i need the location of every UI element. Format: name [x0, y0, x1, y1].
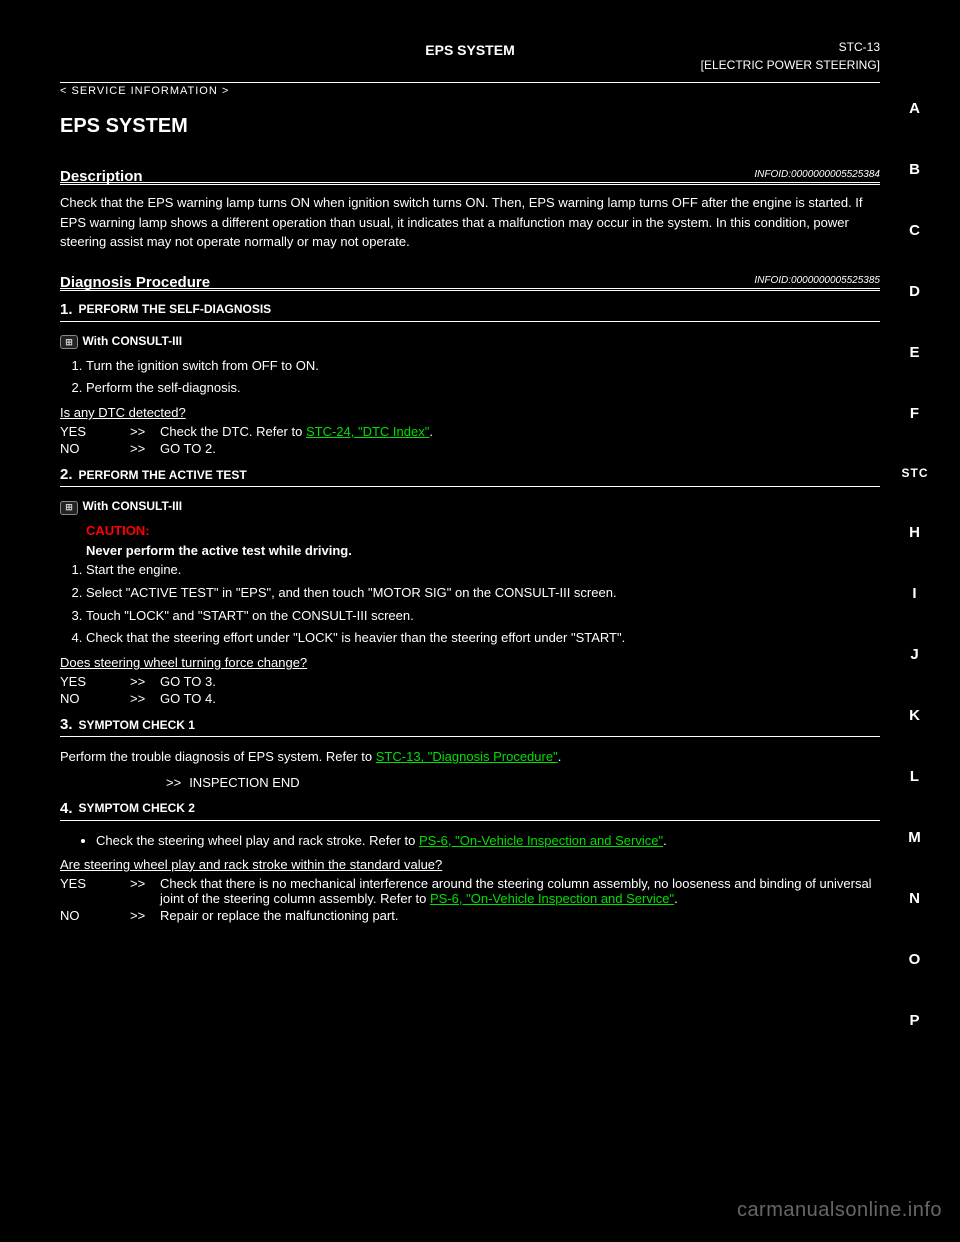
tab-l[interactable]: L: [900, 768, 930, 785]
arrow-icon: >>: [166, 775, 181, 790]
step3-end: >> INSPECTION END: [60, 775, 880, 790]
tab-f[interactable]: F: [900, 405, 930, 422]
page-title: EPS SYSTEM: [60, 115, 880, 138]
tab-c[interactable]: C: [900, 222, 930, 239]
no-label: NO: [60, 691, 130, 706]
tab-j[interactable]: J: [900, 646, 930, 663]
step3-result: INSPECTION END: [189, 775, 300, 790]
no-label: NO: [60, 908, 130, 923]
link-diagnosis-procedure[interactable]: STC-13, "Diagnosis Procedure": [376, 749, 558, 764]
step2-no: GO TO 4.: [160, 691, 216, 706]
step1-no: GO TO 2.: [160, 441, 216, 456]
step3-label: SYMPTOM CHECK 1: [79, 718, 195, 732]
header-rule: [60, 82, 880, 83]
step2-caution: CAUTION: Never perform the active test w…: [60, 521, 880, 560]
tab-d[interactable]: D: [900, 283, 930, 300]
step2-item: Touch "LOCK" and "START" on the CONSULT-…: [86, 606, 880, 627]
tab-b[interactable]: B: [900, 161, 930, 178]
yes-label: YES: [60, 424, 130, 439]
section-description-code: INFOID:0000000005525384: [60, 169, 880, 180]
step1-item: Turn the ignition switch from OFF to ON.: [86, 356, 880, 377]
link-onvehicle-1[interactable]: PS-6, "On-Vehicle Inspection and Service…: [419, 833, 663, 848]
step4-yes: Check that there is no mechanical interf…: [160, 876, 880, 906]
step3-body: Perform the trouble diagnosis of EPS sys…: [60, 747, 880, 767]
doc-type: < SERVICE INFORMATION >: [60, 85, 880, 97]
no-label: NO: [60, 441, 130, 456]
step2-num: 2.: [60, 466, 73, 483]
step2-label: PERFORM THE ACTIVE TEST: [79, 468, 247, 482]
step2-yes: GO TO 3.: [160, 674, 216, 689]
step4-label: SYMPTOM CHECK 2: [79, 801, 195, 815]
consult-label: With CONSULT-III: [82, 499, 182, 513]
step4-header: 4. SYMPTOM CHECK 2: [60, 800, 880, 821]
tab-h[interactable]: H: [900, 524, 930, 541]
caution-label: CAUTION:: [86, 523, 150, 538]
header-section: EPS SYSTEM: [60, 42, 880, 58]
tab-n[interactable]: N: [900, 890, 930, 907]
header-category: [ELECTRIC POWER STEERING]: [60, 58, 880, 72]
tab-i[interactable]: I: [900, 585, 930, 602]
step4-answers: YES >> Check that there is no mechanical…: [60, 876, 880, 923]
step2-question: Does steering wheel turning force change…: [60, 655, 880, 670]
step3-num: 3.: [60, 716, 73, 733]
step2-item: Start the engine.: [86, 560, 880, 581]
step4-num: 4.: [60, 800, 73, 817]
step1-answers: YES >> Check the DTC. Refer to STC-24, "…: [60, 424, 880, 456]
yes-label: YES: [60, 876, 130, 906]
step4-bullet: Check the steering wheel play and rack s…: [96, 831, 880, 851]
link-dtc-index[interactable]: STC-24, "DTC Index": [306, 424, 429, 439]
arrow-icon: >>: [130, 424, 160, 439]
tab-stc[interactable]: STC: [900, 466, 930, 480]
step1-question: Is any DTC detected?: [60, 405, 880, 420]
step1-num: 1.: [60, 301, 73, 318]
tab-k[interactable]: K: [900, 707, 930, 724]
description-rule: [60, 182, 880, 185]
step1-yes: Check the DTC. Refer to STC-24, "DTC Ind…: [160, 424, 433, 439]
arrow-icon: >>: [130, 674, 160, 689]
consult-icon: ⊞: [60, 335, 78, 349]
arrow-icon: >>: [130, 441, 160, 456]
arrow-icon: >>: [130, 876, 160, 906]
step2-header: 2. PERFORM THE ACTIVE TEST: [60, 466, 880, 487]
step1-header: 1. PERFORM THE SELF-DIAGNOSIS: [60, 301, 880, 322]
caution-body: Never perform the active test while driv…: [86, 543, 352, 558]
side-tab-strip: A B C D E F STC H I J K L M N O P: [900, 100, 930, 1029]
page-content: STC-13 EPS SYSTEM [ELECTRIC POWER STEERI…: [60, 40, 880, 923]
consult-label: With CONSULT-III: [82, 334, 182, 348]
step2-item: Check that the steering effort under "LO…: [86, 628, 880, 649]
tab-a[interactable]: A: [900, 100, 930, 117]
tab-o[interactable]: O: [900, 951, 930, 968]
step2-item: Select "ACTIVE TEST" in "EPS", and then …: [86, 583, 880, 604]
link-onvehicle-2[interactable]: PS-6, "On-Vehicle Inspection and Service…: [430, 891, 674, 906]
step4-bullets: Check the steering wheel play and rack s…: [60, 831, 880, 851]
tab-m[interactable]: M: [900, 829, 930, 846]
watermark: carmanualsonline.info: [737, 1199, 942, 1222]
step2-answers: YES >> GO TO 3. NO >> GO TO 4.: [60, 674, 880, 706]
tab-p[interactable]: P: [900, 1012, 930, 1029]
step1-label: PERFORM THE SELF-DIAGNOSIS: [79, 302, 272, 316]
step2-list: Start the engine. Select "ACTIVE TEST" i…: [60, 560, 880, 649]
step4-no: Repair or replace the malfunctioning par…: [160, 908, 398, 923]
step1-list: Turn the ignition switch from OFF to ON.…: [60, 356, 880, 400]
step3-header: 3. SYMPTOM CHECK 1: [60, 716, 880, 737]
consult-icon: ⊞: [60, 501, 78, 515]
yes-label: YES: [60, 674, 130, 689]
description-body: Check that the EPS warning lamp turns ON…: [60, 193, 880, 252]
arrow-icon: >>: [130, 691, 160, 706]
step1-item: Perform the self-diagnosis.: [86, 378, 880, 399]
tab-e[interactable]: E: [900, 344, 930, 361]
arrow-icon: >>: [130, 908, 160, 923]
step4-question: Are steering wheel play and rack stroke …: [60, 857, 880, 872]
